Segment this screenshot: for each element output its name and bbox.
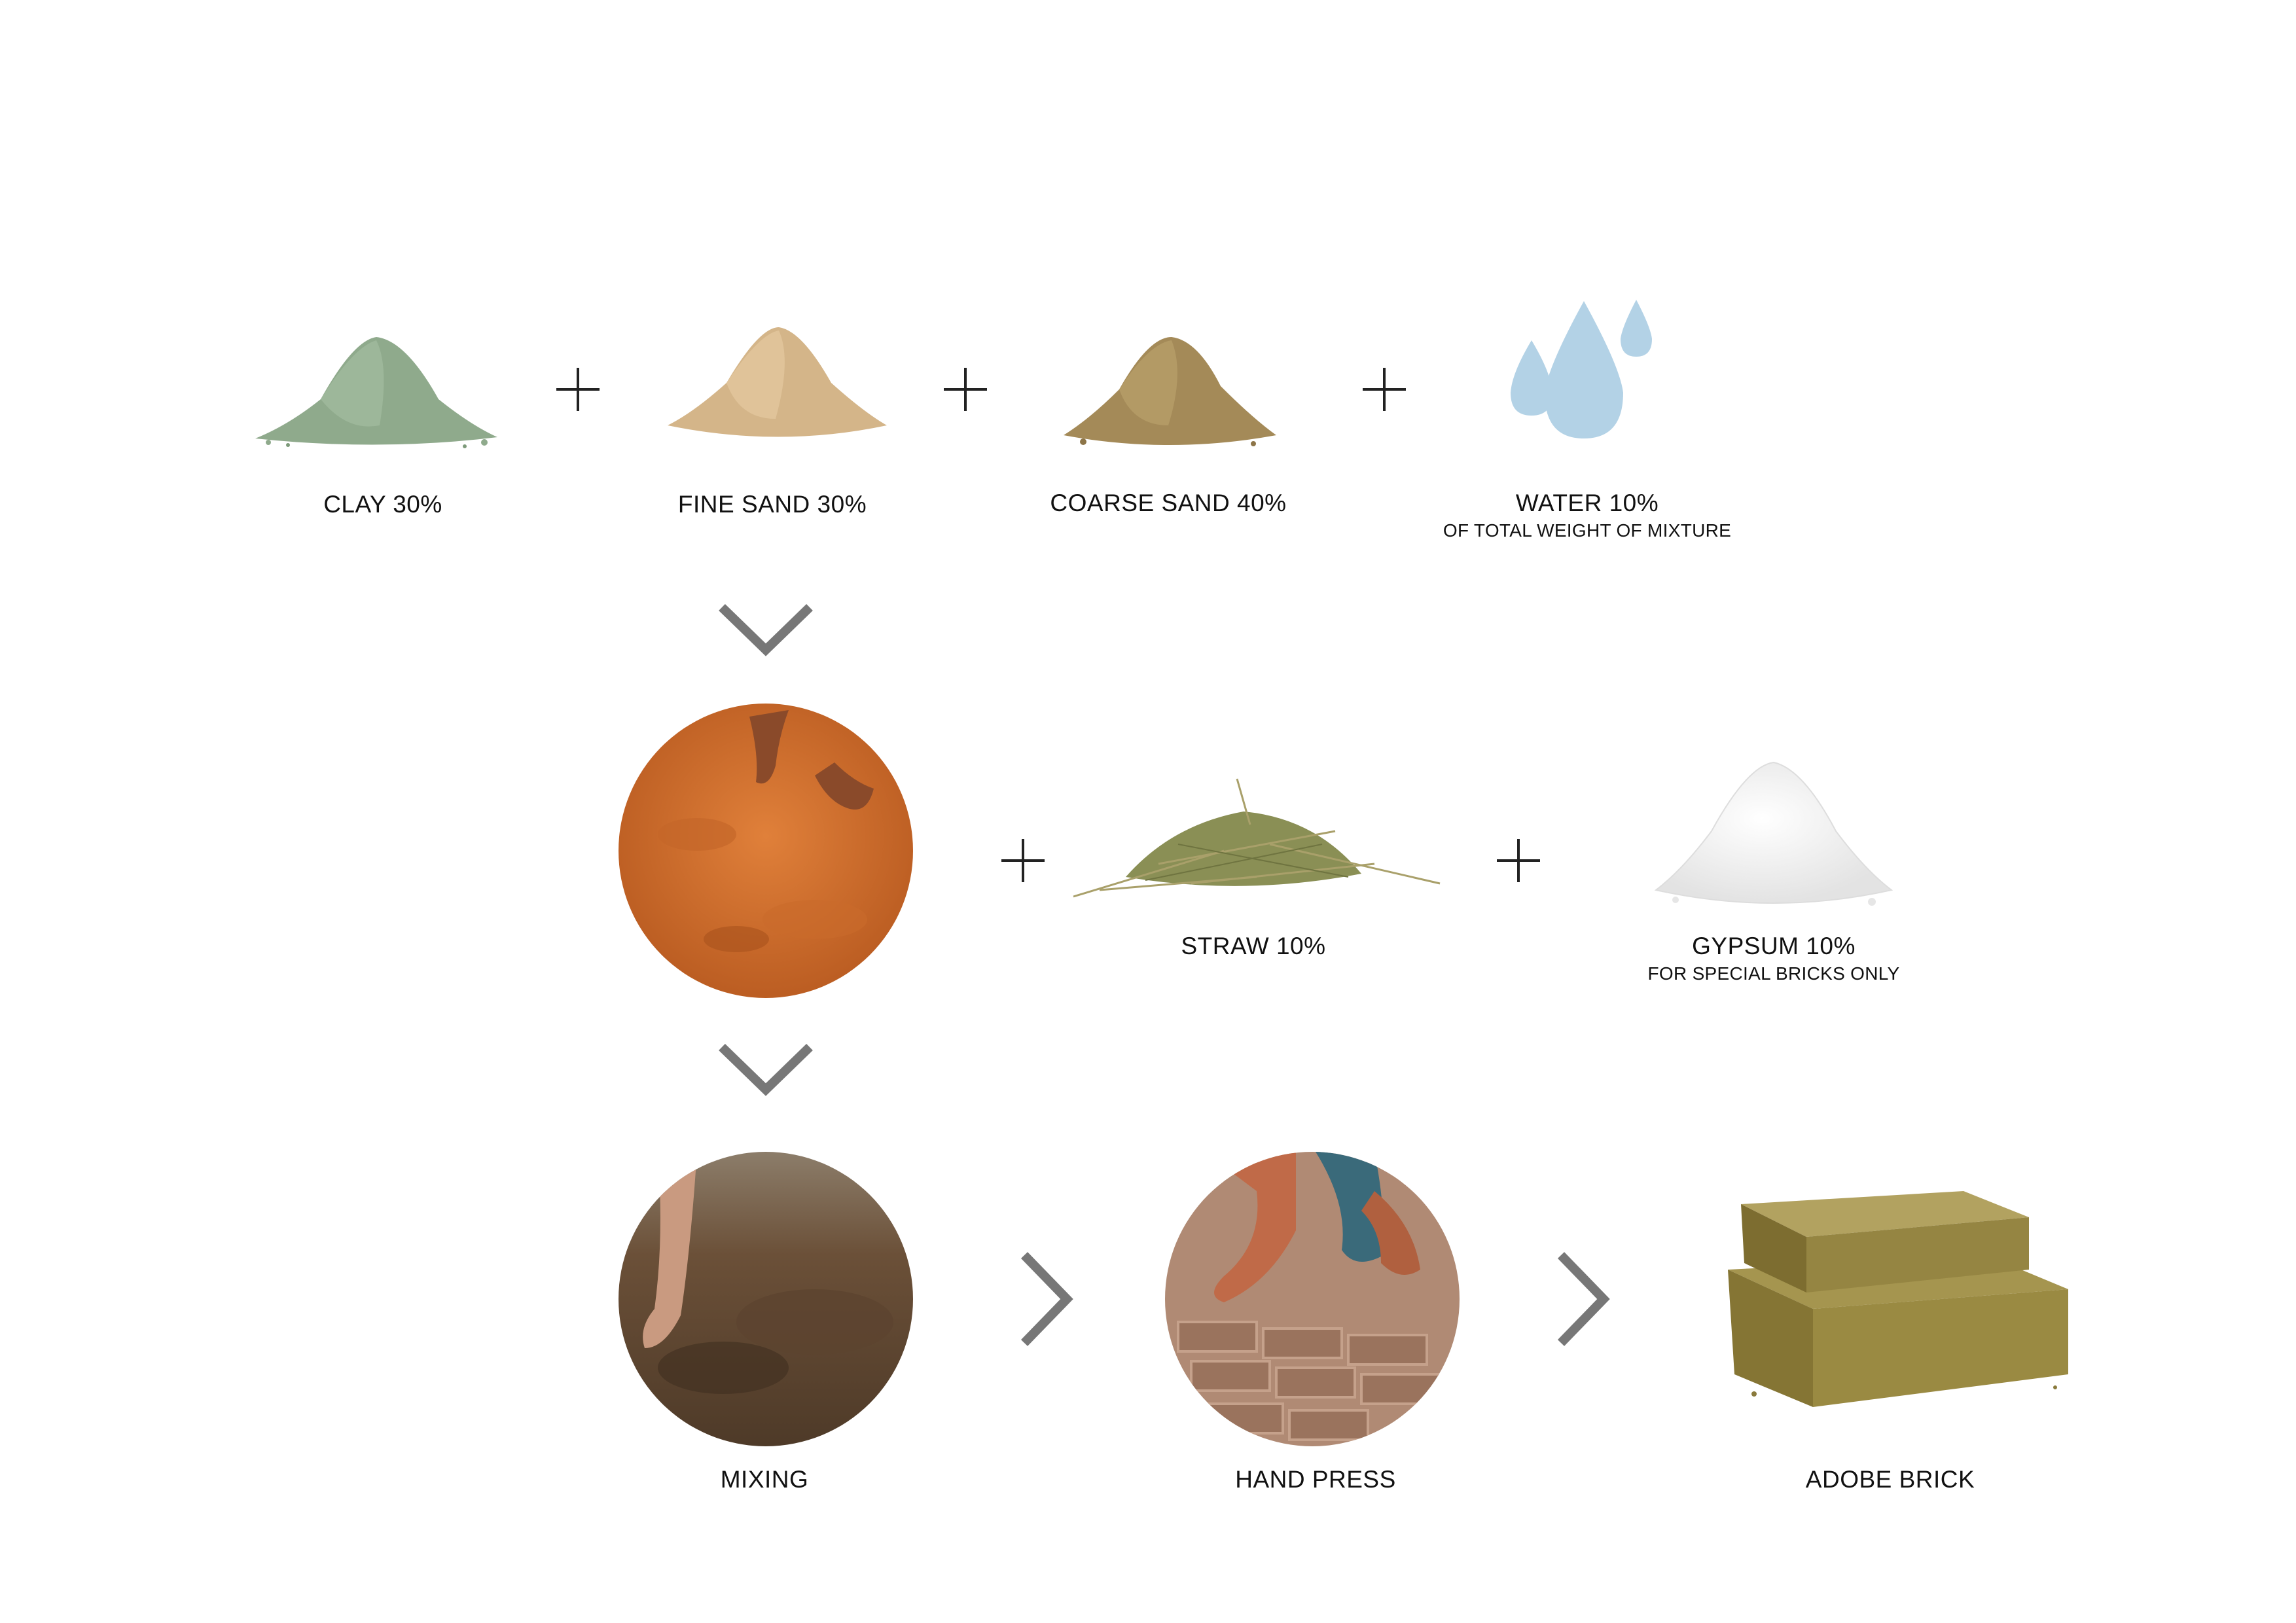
chevron-down-icon xyxy=(719,603,813,656)
mixing-label: MIXING xyxy=(720,1466,809,1493)
straw-pile-icon xyxy=(1073,778,1441,898)
clay-label: CLAY 30% xyxy=(323,491,442,518)
plus-icon xyxy=(556,368,600,411)
gypsum-sublabel: FOR SPECIAL BRICKS ONLY xyxy=(1647,963,1900,984)
chevron-down-icon xyxy=(719,1043,813,1096)
gypsum-label: GYPSUM 10% xyxy=(1692,933,1856,959)
adobe-brick-label: ADOBE BRICK xyxy=(1805,1466,1975,1493)
soil-mixture-photo xyxy=(619,704,913,998)
hand-press-label: HAND PRESS xyxy=(1235,1466,1396,1493)
gypsum-pile-icon xyxy=(1654,761,1893,906)
water-label: WATER 10% xyxy=(1515,490,1659,516)
fine-sand-label: FINE SAND 30% xyxy=(677,491,867,518)
water-drops-icon xyxy=(1511,300,1652,438)
plus-icon xyxy=(1363,368,1406,411)
clay-pile-icon xyxy=(255,337,497,448)
plus-icon xyxy=(944,368,987,411)
water-sublabel: OF TOTAL WEIGHT OF MIXTURE xyxy=(1443,520,1732,541)
chevron-right-icon xyxy=(1557,1252,1610,1346)
hand-press-photo xyxy=(1165,1152,1460,1446)
coarse-sand-label: COARSE SAND 40% xyxy=(1050,490,1287,516)
plus-icon xyxy=(1001,839,1045,882)
chevron-right-icon xyxy=(1020,1252,1073,1346)
straw-label: STRAW 10% xyxy=(1181,933,1326,959)
mixing-photo xyxy=(619,1152,913,1446)
fine-sand-pile-icon xyxy=(668,327,887,437)
coarse-sand-pile-icon xyxy=(1064,337,1276,446)
plus-icon xyxy=(1497,839,1540,882)
adobe-brick-icon xyxy=(1728,1191,2068,1407)
